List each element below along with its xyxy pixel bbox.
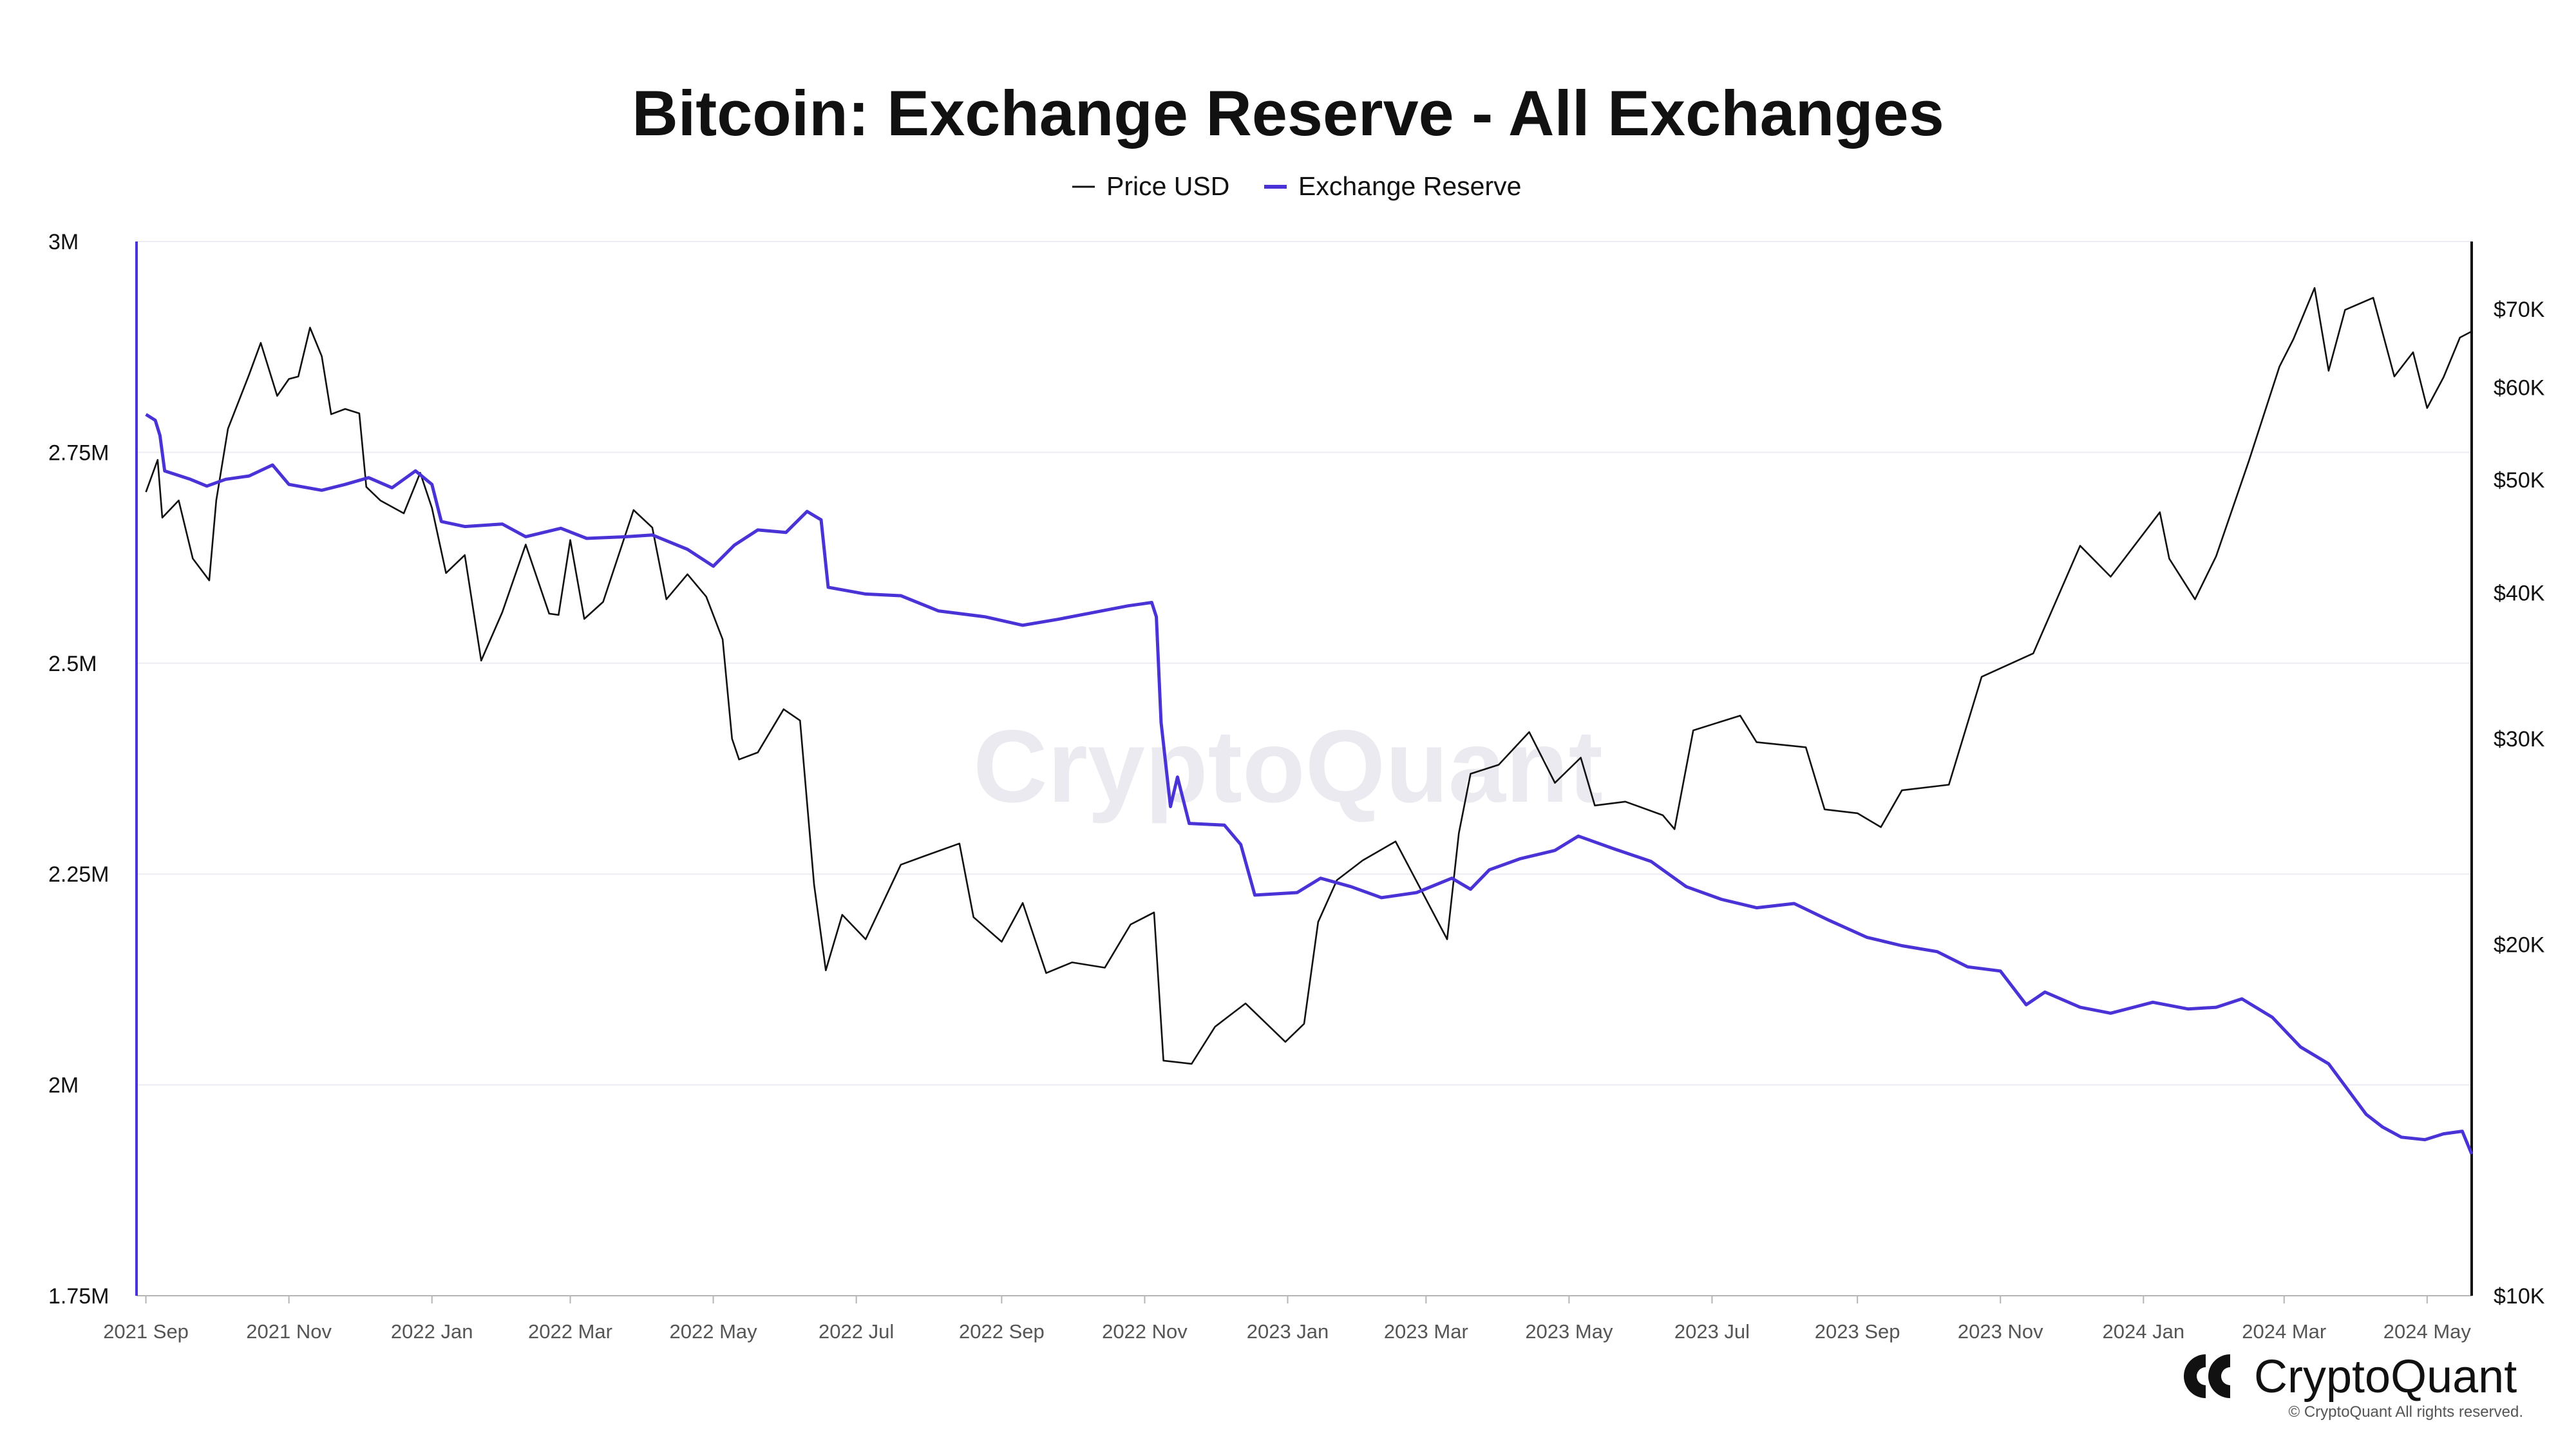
y-left-tick-label: 2.75M (48, 440, 109, 465)
x-tick-label: 2024 Jan (2103, 1320, 2185, 1343)
brand-name: CryptoQuant (2254, 1351, 2517, 1403)
y-left-tick-label: 2M (48, 1074, 79, 1098)
x-tick-label: 2022 Nov (1102, 1320, 1188, 1343)
series (145, 287, 2474, 1155)
x-tick-label: 2024 Mar (2242, 1320, 2326, 1343)
y-left-tick-label: 2.5M (48, 652, 97, 676)
cryptoquant-logo-icon (2184, 1354, 2230, 1398)
exchange-reserve-line (145, 413, 2474, 1155)
y-right-tick-label: $20K (2494, 933, 2545, 957)
legend-reserve-label[interactable]: Exchange Reserve (1298, 171, 1521, 201)
watermark: CryptoQuant (973, 708, 1603, 824)
y-right-tick-label: $50K (2494, 468, 2545, 493)
x-tick-label: 2022 May (670, 1320, 758, 1343)
x-tick-label: 2021 Nov (246, 1320, 332, 1343)
brand-logo: CryptoQuant (2184, 1351, 2517, 1403)
axes: 3M 2.75M 2.5M 2.25M 2M 1.75M $70K $60K $50K $40K $… (48, 230, 2545, 1343)
x-tick-label: 2023 Mar (1384, 1320, 1468, 1343)
chart-title: Bitcoin: Exchange Reserve - All Exchange… (632, 77, 1944, 149)
copyright-text: © CryptoQuant All rights reserved. (2289, 1403, 2524, 1421)
price-usd-line (145, 287, 2472, 1065)
legend-price-label[interactable]: Price USD (1106, 171, 1229, 201)
x-tick-label: 2022 Mar (528, 1320, 612, 1343)
y-right-tick-label: $70K (2494, 298, 2545, 322)
x-tick-label: 2023 Jan (1247, 1320, 1329, 1343)
x-tick-label: 2022 Jul (819, 1320, 894, 1343)
legend[interactable]: Price USD Exchange Reserve (1072, 171, 1521, 201)
x-tick-label: 2023 Sep (1815, 1320, 1900, 1343)
x-tick-label: 2022 Sep (959, 1320, 1045, 1343)
grid (137, 241, 2472, 1296)
x-tick-label: 2023 Nov (1958, 1320, 2043, 1343)
x-tick-label: 2022 Jan (391, 1320, 473, 1343)
x-tick-label: 2021 Sep (103, 1320, 189, 1343)
x-tick-label: 2023 May (1525, 1320, 1613, 1343)
y-left-tick-label: 1.75M (48, 1284, 109, 1309)
y-left-tick-label: 2.25M (48, 862, 109, 887)
y-right-tick-label: $30K (2494, 727, 2545, 752)
x-tick-label: 2023 Jul (1674, 1320, 1750, 1343)
y-right-tick-label: $60K (2494, 375, 2545, 400)
y-left-tick-label: 3M (48, 230, 79, 254)
y-right-tick-label: $10K (2494, 1284, 2545, 1309)
y-right-tick-label: $40K (2494, 582, 2545, 606)
x-tick-label: 2024 May (2383, 1320, 2472, 1343)
